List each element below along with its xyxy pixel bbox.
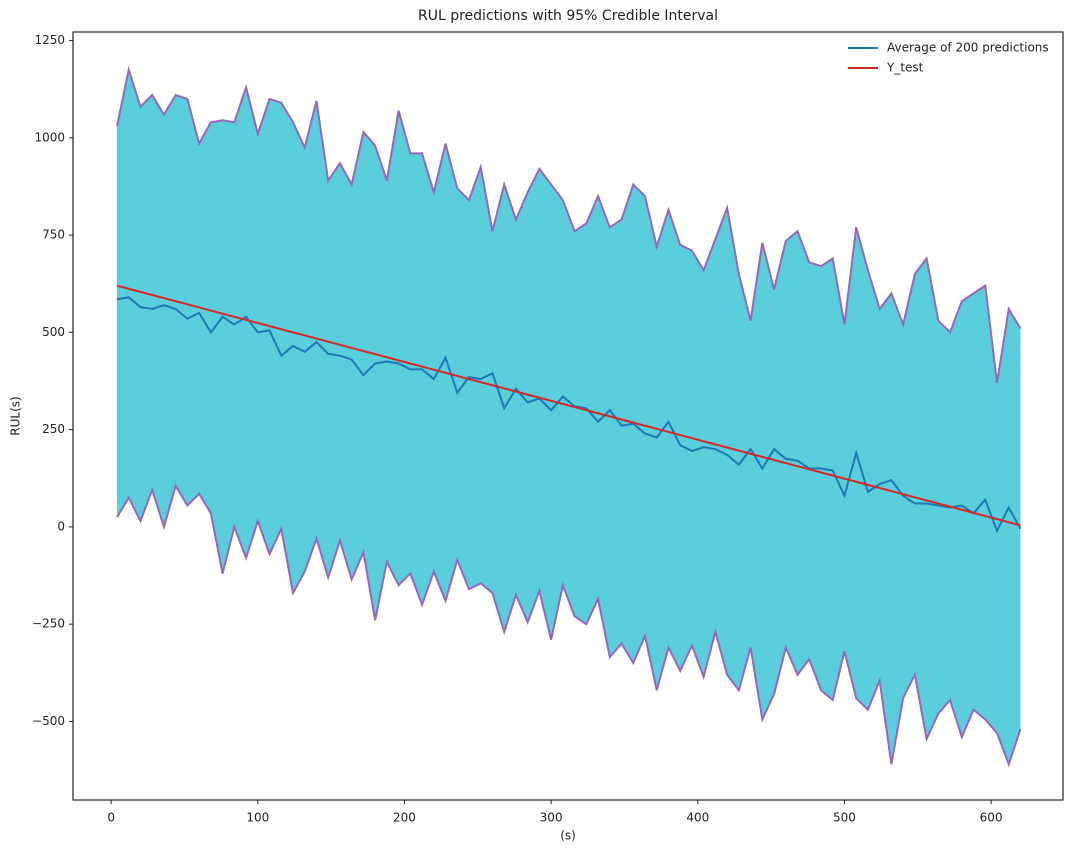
chart-title: RUL predictions with 95% Credible Interv…	[418, 8, 718, 24]
legend-label: Average of 200 predictions	[887, 41, 1049, 55]
y-tick-label: 750	[42, 228, 65, 242]
series-line	[116, 296, 1022, 534]
plot-frame	[72, 31, 1064, 801]
x-axis-label: (s)	[560, 829, 576, 843]
y-tick-label: 250	[42, 422, 65, 436]
x-tick-label: 600	[980, 811, 1003, 825]
series-line	[116, 284, 1021, 527]
y-axis-label: RUL(s)	[9, 396, 23, 435]
credible-interval	[117, 69, 1021, 765]
x-tick-label: 100	[246, 811, 269, 825]
legend-label: Y_test	[886, 61, 924, 75]
x-tick-label: 0	[107, 811, 115, 825]
interval-upper	[116, 65, 1022, 384]
x-tick-label: 300	[540, 811, 563, 825]
interval-lower	[116, 483, 1022, 768]
x-tick-label: 200	[393, 811, 416, 825]
y-tick-label: 0	[57, 519, 65, 533]
y-tick-label: −250	[32, 617, 65, 631]
x-tick-label: 400	[686, 811, 709, 825]
y-tick-label: 500	[42, 325, 65, 339]
y-tick-label: 1250	[34, 33, 65, 47]
y-tick-label: −500	[32, 714, 65, 728]
y-tick-label: 1000	[34, 130, 65, 144]
x-tick-label: 500	[833, 811, 856, 825]
